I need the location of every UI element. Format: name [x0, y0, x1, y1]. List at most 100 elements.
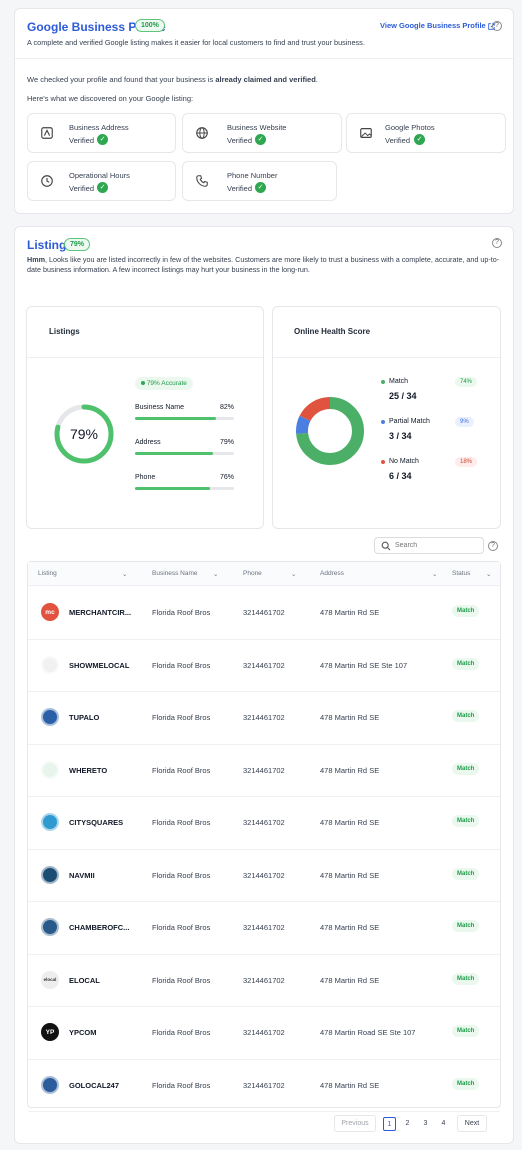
pagination-previous[interactable]: Previous: [334, 1115, 376, 1132]
verify-status: Verified: [69, 184, 95, 193]
listings-help-icon[interactable]: ?: [492, 238, 502, 248]
table-row[interactable]: CHAMBEROFC... Florida Roof Bros 3214461702…: [28, 902, 500, 955]
metric-bar: [135, 417, 234, 420]
sort-icon[interactable]: ⌄: [486, 571, 492, 578]
verify-google-photos: Google Photos Verified ✓: [346, 113, 506, 153]
table-row[interactable]: WHERETO Florida Roof Bros 3214461702 478 Ma…: [28, 745, 500, 797]
verify-label: Operational Hours: [69, 171, 130, 180]
legend-value: 25 / 34: [389, 391, 417, 401]
gbp-divider: [15, 58, 513, 59]
sort-icon[interactable]: ⌄: [122, 571, 128, 578]
verify-operational-hours: Operational Hours Verified ✓: [27, 161, 176, 201]
business-name-cell: Florida Roof Bros: [152, 923, 211, 932]
sort-icon[interactable]: ⌄: [291, 571, 297, 578]
business-name-cell: Florida Roof Bros: [152, 1080, 211, 1090]
phone-cell: 3214461702: [243, 923, 285, 932]
header-address[interactable]: Address: [320, 570, 344, 577]
business-name-cell: Florida Roof Bros: [152, 1028, 211, 1037]
listing-logo-icon: [41, 813, 59, 831]
metric-value: 79%: [219, 439, 234, 446]
pagination-page-1[interactable]: 1: [383, 1117, 396, 1131]
phone-cell: 3214461702: [243, 1028, 285, 1037]
table-row[interactable]: TUPALO Florida Roof Bros 3214461702 478 Mar…: [28, 692, 500, 745]
pagination-page-4[interactable]: 4: [441, 1120, 446, 1127]
legend-value: 3 / 34: [389, 431, 412, 441]
table-row[interactable]: NAVMII Florida Roof Bros 3214461702 478 Mar…: [28, 850, 500, 902]
metric-label: Phone: [135, 474, 156, 481]
check-icon: ✓: [97, 182, 108, 193]
gbp-checked-bold: already claimed and verified: [215, 75, 316, 84]
metric-bar: [135, 452, 234, 455]
legend-percent-badge: 9%: [455, 417, 474, 427]
legend-label: Match: [389, 378, 409, 385]
pagination-page-2[interactable]: 2: [405, 1120, 410, 1127]
health-donut-chart: [296, 397, 364, 465]
phone-cell: 3214461702: [243, 608, 285, 617]
status-badge: Match: [452, 762, 480, 775]
listing-logo-icon: elocal: [41, 970, 59, 989]
search-help-icon[interactable]: ?: [488, 541, 498, 551]
status-badge: Match: [452, 605, 480, 617]
header-listing[interactable]: Listing: [38, 570, 57, 577]
legend-dot: [381, 460, 385, 464]
legend-value: 6 / 34: [389, 471, 412, 481]
listing-name: MERCHANTCIR...: [69, 608, 132, 617]
table-row[interactable]: GOLOCAL247 Florida Roof Bros 3214461702 478…: [28, 1060, 500, 1112]
search-input[interactable]: [395, 540, 479, 551]
clock-icon: [41, 175, 53, 187]
listing-name: SHOWMELOCAL: [69, 660, 130, 670]
header-phone[interactable]: Phone: [243, 570, 262, 577]
verify-label: Google Photos: [385, 123, 435, 132]
listings-desc-text: , Looks like you are listed incorrectly …: [27, 255, 500, 274]
header-business-name[interactable]: Business Name: [152, 570, 198, 577]
table-row[interactable]: SHOWMELOCAL Florida Roof Bros 3214461702 47…: [28, 640, 500, 692]
address-cell: 478 Martin Rd SE: [320, 713, 380, 722]
map-icon: [41, 127, 53, 139]
listing-logo-icon: [41, 760, 59, 779]
phone-cell: 3214461702: [243, 765, 285, 775]
listing-name: CITYSQUARES: [69, 818, 124, 827]
gbp-help-icon[interactable]: ?: [492, 21, 502, 31]
address-cell: 478 Martin Rd SE Ste 107: [320, 660, 408, 670]
listing-name: ELOCAL: [69, 975, 100, 985]
listings-desc-bold: Hmm: [27, 255, 45, 264]
address-cell: 478 Martin Rd SE: [320, 870, 380, 880]
verify-status: Verified: [69, 136, 95, 145]
donut-segment-no-match: [296, 397, 364, 465]
listing-name: TUPALO: [69, 713, 100, 722]
status-badge: Match: [452, 867, 480, 880]
sort-icon[interactable]: ⌄: [432, 571, 438, 578]
listing-logo-icon: [41, 865, 59, 884]
address-cell: 478 Martin Rd SE: [320, 818, 380, 827]
listings-description: Hmm, Looks like you are listed incorrect…: [27, 255, 502, 275]
phone-cell: 3214461702: [243, 975, 285, 985]
verify-status: Verified: [385, 136, 411, 145]
legend-percent-badge: 74%: [455, 377, 478, 387]
legend-dot: [381, 420, 385, 424]
search-box[interactable]: [374, 537, 484, 554]
business-name-cell: Florida Roof Bros: [152, 660, 211, 670]
table-row[interactable]: elocal ELOCAL Florida Roof Bros 3214461702 4…: [28, 955, 500, 1007]
metric-label: Address: [135, 439, 161, 446]
verify-business-address: Business Address Verified ✓: [27, 113, 176, 153]
listing-logo-icon: mc: [41, 603, 59, 621]
view-gbp-link-label: View Google Business Profile: [380, 21, 486, 30]
phone-cell: 3214461702: [243, 713, 285, 722]
gauge-value: 79%: [69, 426, 99, 442]
sort-icon[interactable]: ⌄: [213, 571, 219, 578]
globe-icon: [196, 127, 208, 139]
table-row[interactable]: CITYSQUARES Florida Roof Bros 3214461702 47…: [28, 797, 500, 850]
table-row[interactable]: YP YPCOM Florida Roof Bros 3214461702 478 Ma…: [28, 1007, 500, 1060]
phone-cell: 3214461702: [243, 818, 285, 827]
pagination-page-3[interactable]: 3: [423, 1120, 428, 1127]
metric-bar-fill: [135, 487, 211, 490]
listing-logo-icon: YP: [41, 1023, 59, 1041]
listing-name: WHERETO: [69, 765, 108, 775]
header-status[interactable]: Status: [452, 570, 471, 577]
pagination-next[interactable]: Next: [457, 1115, 487, 1132]
view-gbp-link[interactable]: View Google Business Profile: [380, 21, 495, 30]
status-badge: Match: [452, 972, 480, 985]
listings-title: Listings: [27, 238, 74, 252]
verify-phone-number: Phone Number Verified ✓: [182, 161, 337, 201]
table-row[interactable]: mc MERCHANTCIR... Florida Roof Bros 3214461…: [28, 587, 500, 640]
